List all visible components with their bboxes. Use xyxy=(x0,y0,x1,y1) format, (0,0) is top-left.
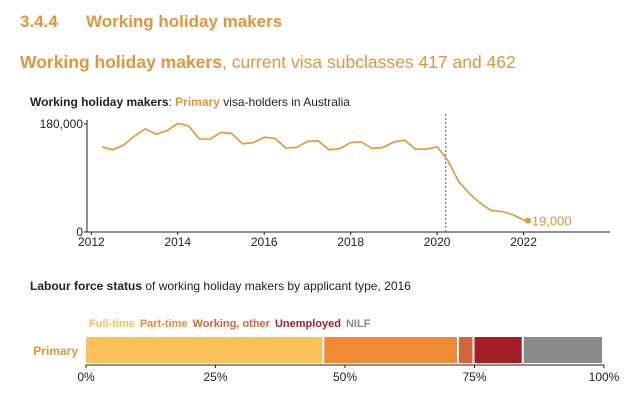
section-heading: 3.4.4 Working holiday makers xyxy=(20,12,282,32)
page-title-rest: , current visa subclasses 417 and 462 xyxy=(221,52,516,72)
section-title: Working holiday makers xyxy=(86,12,283,31)
bar-chart-title-bold: Labour force status xyxy=(30,279,143,293)
bar-chart-legend: Full-time Part-time Working, other Unemploy… xyxy=(89,318,375,330)
x-tick-label: 2020 xyxy=(424,235,451,249)
legend-item: Unemployed xyxy=(274,318,341,330)
legend-item: NILF xyxy=(345,318,371,330)
series-line-primary xyxy=(101,122,529,222)
bar-x-tick-label: 100% xyxy=(589,370,620,384)
bar-x-tick-label: 0% xyxy=(77,370,95,384)
y-tick-label: 0 xyxy=(76,225,83,239)
bar-segment xyxy=(324,337,457,363)
bar-segment xyxy=(474,337,522,363)
x-tick-label: 2012 xyxy=(78,235,105,249)
x-tick-label: 2016 xyxy=(251,235,278,249)
bar-x-tick-label: 75% xyxy=(462,370,486,384)
x-tick-label: 2018 xyxy=(337,235,364,249)
y-tick-label: 180,000 xyxy=(40,117,84,131)
x-tick-label: 2022 xyxy=(510,235,537,249)
end-value-label: 19,000 xyxy=(532,214,572,229)
page-title: Working holiday makers, current visa sub… xyxy=(20,52,516,73)
line-chart-title-rest: visa-holders in Australia xyxy=(219,95,350,109)
legend-item: Part-time xyxy=(139,318,188,330)
line-chart-title: Working holiday makers: Primary visa-hol… xyxy=(30,95,350,109)
bar-x-tick-label: 25% xyxy=(203,370,227,384)
section-number: 3.4.4 xyxy=(20,12,58,31)
legend-item: Working, other xyxy=(192,318,270,330)
bar-x-tick-label: 50% xyxy=(333,370,357,384)
category-label: Primary xyxy=(33,344,78,358)
line-chart-title-series: Primary xyxy=(175,95,220,109)
page-title-strong: Working holiday makers xyxy=(20,52,222,72)
legend-item: Full-time xyxy=(89,318,135,330)
bar-segment xyxy=(86,337,323,363)
line-chart-title-bold: Working holiday makers xyxy=(30,95,169,109)
bar-chart-title: Labour force status of working holiday m… xyxy=(30,279,411,293)
x-tick-label: 2014 xyxy=(164,235,191,249)
bar-segment xyxy=(458,337,473,363)
line-chart-title-colon: : xyxy=(168,95,176,109)
bar-segment xyxy=(523,337,602,363)
line-chart: 0 180,000 2012 2014 2016 2018 2020 2022 19,000 xyxy=(40,114,610,249)
bar-chart-title-rest: of working holiday makers by applicant t… xyxy=(142,279,411,293)
end-point-marker xyxy=(524,217,531,224)
